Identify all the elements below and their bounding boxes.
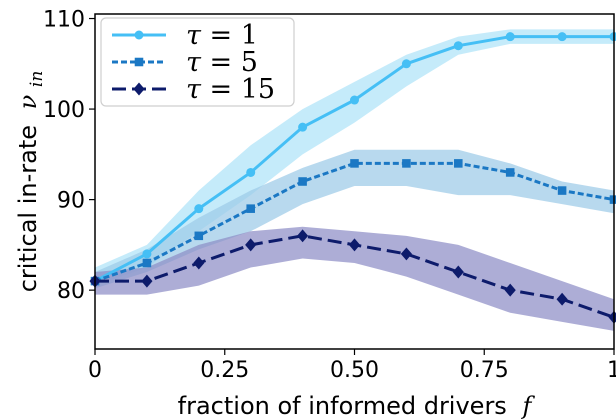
data-point-1-2 bbox=[194, 231, 204, 241]
data-point-2-3 bbox=[245, 238, 257, 252]
data-point-0-6 bbox=[401, 59, 411, 69]
legend-marker-2 bbox=[133, 82, 145, 96]
data-point-2-8 bbox=[504, 283, 516, 297]
legend: τ = 1τ = 5τ = 15 bbox=[100, 17, 295, 107]
data-point-1-7 bbox=[454, 159, 463, 168]
x-axis-label-text: fraction of informed drivers bbox=[178, 392, 507, 419]
data-point-1-4 bbox=[298, 177, 307, 186]
data-point-1-8 bbox=[505, 168, 515, 177]
data-point-2-4 bbox=[297, 229, 309, 243]
data-point-2-7 bbox=[452, 265, 464, 279]
data-point-0-4 bbox=[298, 122, 308, 132]
legend-marker-0 bbox=[134, 30, 144, 40]
legend-label-2: τ = 15 bbox=[186, 74, 275, 105]
data-point-2-1 bbox=[141, 274, 153, 288]
tick-labels: 0 0.25 0.50 0.75 1 80 90 100 110 bbox=[43, 8, 616, 383]
y-axis-label-subscript: in bbox=[27, 71, 47, 87]
confidence-band-1 bbox=[95, 149, 614, 289]
x-tick-label-1: 0.25 bbox=[200, 358, 249, 383]
series-line-1 bbox=[94, 161, 615, 283]
x-tick-label-4: 1 bbox=[607, 358, 616, 383]
data-point-2-6 bbox=[400, 247, 412, 261]
y-axis-label-text: critical in-rate bbox=[14, 125, 42, 292]
data-point-0-2 bbox=[194, 204, 204, 214]
data-point-0-9 bbox=[557, 32, 567, 42]
data-point-1-10 bbox=[609, 195, 616, 204]
data-point-2-9 bbox=[556, 292, 568, 306]
x-tick-label-0: 0 bbox=[88, 358, 102, 383]
y-tick-label-1: 90 bbox=[57, 189, 85, 214]
legend-marker-1 bbox=[134, 57, 144, 67]
data-point-1-3 bbox=[246, 204, 255, 213]
data-point-0-5 bbox=[350, 95, 359, 105]
data-point-2-2 bbox=[193, 256, 205, 270]
data-point-0-3 bbox=[246, 167, 256, 177]
y-axis-label-symbol: ν bbox=[14, 95, 42, 110]
y-tick-label-3: 110 bbox=[43, 8, 85, 33]
data-point-2-5 bbox=[348, 238, 361, 252]
axis-ticks bbox=[89, 17, 615, 355]
data-point-1-1 bbox=[142, 258, 152, 268]
data-point-1-6 bbox=[402, 159, 411, 168]
x-axis-label: fraction of informed drivers f bbox=[178, 392, 536, 419]
data-point-1-9 bbox=[557, 186, 567, 195]
y-tick-label-0: 80 bbox=[57, 279, 85, 304]
data-point-1-5 bbox=[350, 159, 359, 168]
y-axis-label: critical in-rate ν in bbox=[14, 71, 47, 293]
data-point-0-1 bbox=[142, 249, 152, 259]
data-point-0-8 bbox=[505, 32, 515, 42]
x-axis-label-symbol: f bbox=[520, 392, 535, 419]
confidence-band-2 bbox=[95, 226, 614, 331]
legend-label-1: τ = 5 bbox=[186, 47, 258, 78]
legend-label-0: τ = 1 bbox=[186, 20, 258, 51]
legend-box bbox=[100, 17, 295, 107]
x-tick-label-3: 0.75 bbox=[460, 358, 509, 383]
y-tick-label-2: 100 bbox=[43, 98, 85, 123]
data-point-0-7 bbox=[453, 41, 463, 51]
x-tick-label-2: 0.50 bbox=[330, 358, 379, 383]
